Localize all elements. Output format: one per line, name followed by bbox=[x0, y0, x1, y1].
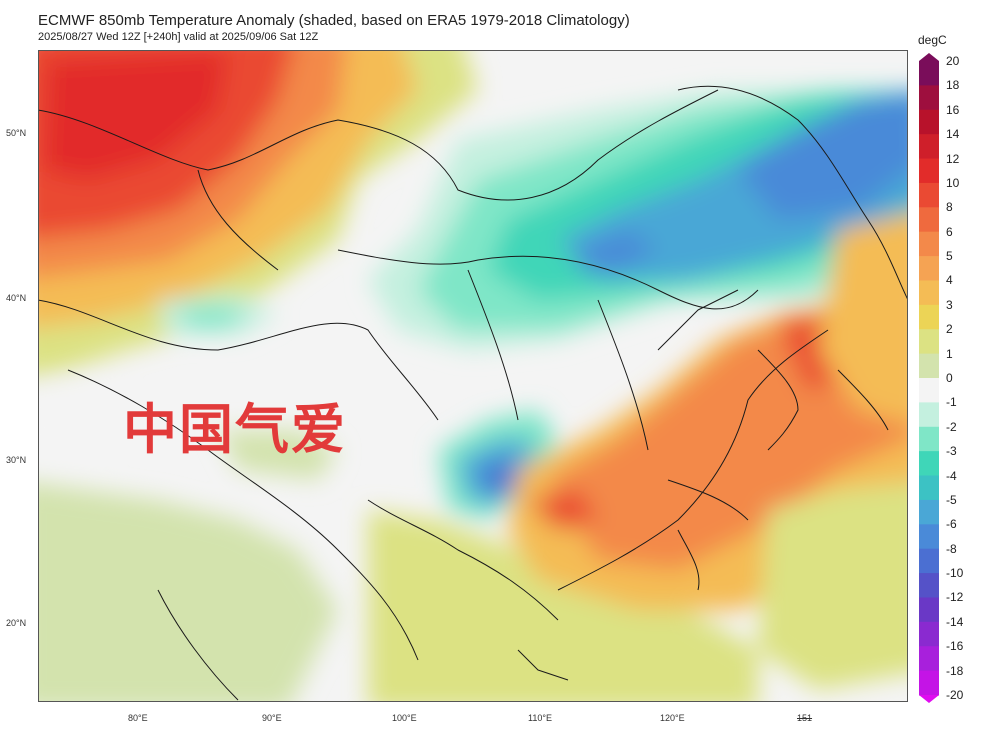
colorbar-tick-label: 10 bbox=[946, 175, 960, 190]
colorbar-tick-label: -2 bbox=[946, 419, 957, 434]
lat-label-30n: 30°N bbox=[6, 455, 27, 465]
colorbar-segment bbox=[919, 61, 939, 86]
lon-label-80e: 80°E bbox=[128, 713, 148, 723]
colorbar-segment bbox=[919, 280, 939, 306]
colorbar-tick-label: 5 bbox=[946, 249, 953, 264]
lon-label-90e: 90°E bbox=[262, 713, 282, 723]
lon-label-100e: 100°E bbox=[392, 713, 417, 723]
watermark-text: 中国气爱 bbox=[123, 398, 347, 461]
lon-label-struck: 151 bbox=[797, 713, 813, 723]
chart-subtitle: 2025/08/27 Wed 12Z [+240h] valid at 2025… bbox=[38, 31, 319, 43]
colorbar-segment bbox=[919, 475, 939, 501]
chart-title: ECMWF 850mb Temperature Anomaly (shaded,… bbox=[38, 12, 630, 29]
colorbar-segment bbox=[919, 85, 939, 111]
colorbar-tick-label: -1 bbox=[946, 395, 957, 410]
colorbar-tick-label: -12 bbox=[946, 590, 964, 605]
colorbar-tick-label: -14 bbox=[946, 614, 964, 629]
lat-label-20n: 20°N bbox=[6, 618, 27, 628]
colorbar-tick-label: 12 bbox=[946, 151, 960, 166]
country-borders bbox=[38, 85, 908, 701]
colorbar-tick-label: 1 bbox=[946, 346, 953, 361]
colorbar-tick-label: -8 bbox=[946, 541, 957, 556]
colorbar-tick-label: 4 bbox=[946, 273, 953, 288]
colorbar-tick-label: -4 bbox=[946, 468, 957, 483]
colorbar-segment bbox=[919, 670, 939, 696]
colorbar-segment bbox=[919, 109, 939, 135]
colorbar-tick-label: -16 bbox=[946, 639, 964, 654]
lon-label-120e: 120°E bbox=[660, 713, 685, 723]
colorbar-tick-label: -6 bbox=[946, 517, 957, 532]
lon-label-110e: 110°E bbox=[528, 713, 552, 723]
colorbar-segment bbox=[919, 231, 939, 257]
colorbar-segment bbox=[919, 182, 939, 208]
colorbar-segment bbox=[919, 256, 939, 282]
colorbar-segment bbox=[919, 329, 939, 355]
colorbar-segment bbox=[919, 646, 939, 672]
colorbar-unit: degC bbox=[918, 33, 947, 47]
lat-label-40n: 40°N bbox=[6, 293, 27, 303]
colorbar-tick-label: -10 bbox=[946, 566, 964, 581]
colorbar-tick-label: 20 bbox=[946, 54, 960, 68]
colorbar-segment bbox=[919, 304, 939, 330]
colorbar-tick-label: -3 bbox=[946, 444, 957, 459]
lat-label-50n: 50°N bbox=[6, 128, 27, 138]
colorbar-tick-label: 14 bbox=[946, 127, 960, 142]
anomaly-shading bbox=[38, 50, 908, 702]
colorbar-tick-label: 8 bbox=[946, 200, 953, 215]
colorbar-segment bbox=[919, 402, 939, 428]
colorbar-tick-label: -18 bbox=[946, 663, 964, 678]
colorbar-tick-label: 0 bbox=[946, 371, 953, 385]
colorbar-tick-label: -20 bbox=[946, 688, 964, 702]
colorbar-segment bbox=[919, 451, 939, 477]
colorbar-segment bbox=[919, 573, 939, 599]
colorbar-tick-label: 2 bbox=[946, 322, 953, 337]
colorbar-segment bbox=[919, 524, 939, 550]
colorbar-segment bbox=[919, 426, 939, 452]
colorbar-segment bbox=[919, 548, 939, 574]
colorbar-tick-label: 6 bbox=[946, 224, 953, 239]
colorbar-arrow-top bbox=[919, 53, 939, 61]
colorbar-segment bbox=[919, 158, 939, 184]
colorbar-segment bbox=[919, 597, 939, 623]
colorbar-segment bbox=[919, 134, 939, 160]
anomaly-map bbox=[38, 50, 908, 702]
colorbar-segment bbox=[919, 621, 939, 647]
colorbar-tick-label: 3 bbox=[946, 297, 953, 312]
colorbar-tick-label: -5 bbox=[946, 492, 957, 507]
colorbar bbox=[919, 53, 939, 703]
colorbar-tick-label: 18 bbox=[946, 78, 960, 93]
colorbar-segment bbox=[919, 499, 939, 525]
colorbar-tick-label: 16 bbox=[946, 102, 960, 117]
colorbar-arrow-bottom bbox=[919, 695, 939, 703]
colorbar-segment bbox=[919, 353, 939, 379]
colorbar-segment bbox=[919, 378, 939, 403]
colorbar-segment bbox=[919, 207, 939, 233]
